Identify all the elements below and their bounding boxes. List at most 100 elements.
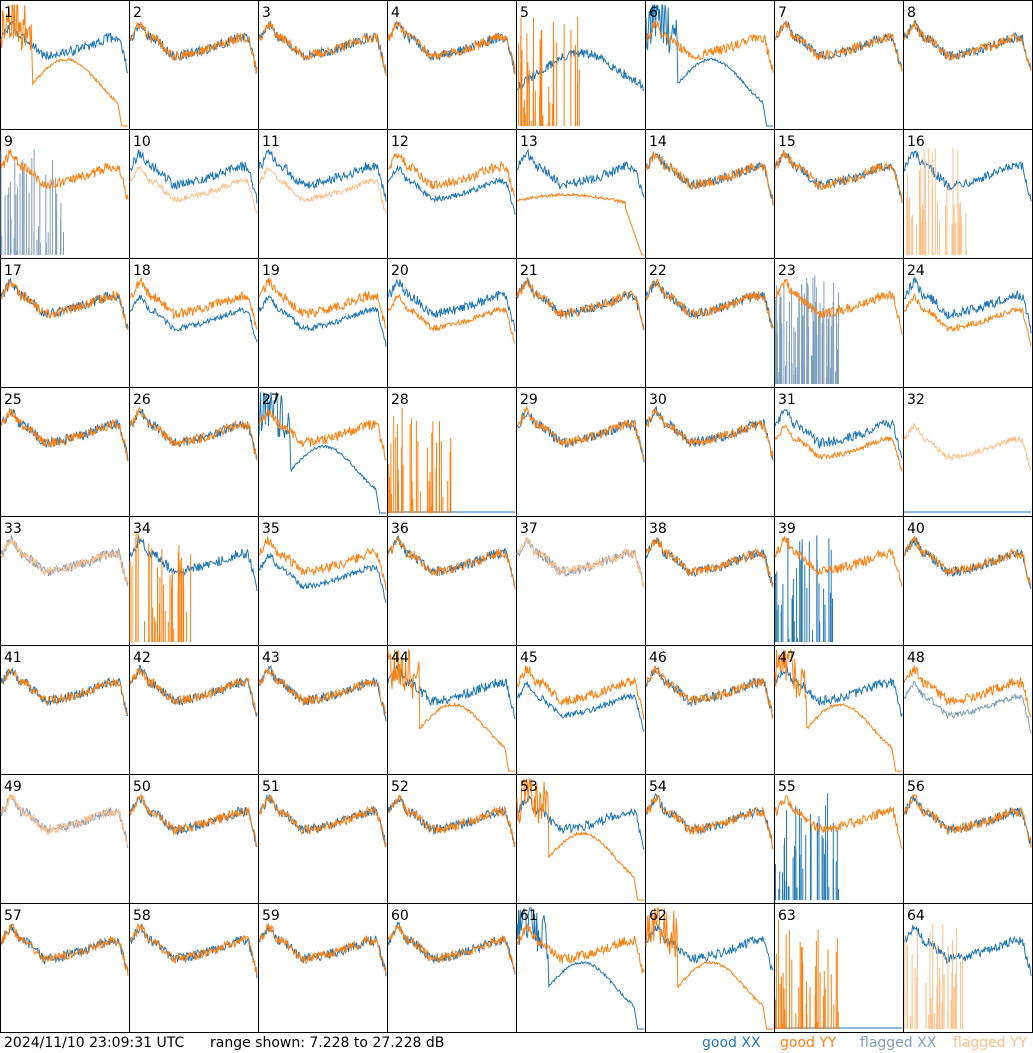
panel-29: 29: [516, 387, 646, 517]
panel-56: 56: [903, 774, 1033, 904]
panel-frame: [774, 516, 904, 646]
panel-25: 25: [0, 387, 130, 517]
series-yy-line: [387, 20, 516, 76]
panel-38: 38: [645, 516, 775, 646]
panel-label: 30: [649, 392, 667, 408]
panel-37: 37: [516, 516, 646, 646]
range-text: range shown: 7.228 to 27.228 dB: [210, 1035, 445, 1051]
panel-60: 60: [387, 903, 517, 1033]
panel-34: 34: [129, 516, 259, 646]
panel-label: 34: [133, 521, 151, 537]
panel-label: 51: [262, 779, 280, 795]
panel-19: 19: [258, 258, 388, 388]
panel-21: 21: [516, 258, 646, 388]
panel-frame: [645, 645, 775, 775]
series-xx-line: [129, 149, 258, 204]
panel-26: 26: [129, 387, 259, 517]
panel-8: 8: [903, 0, 1033, 130]
panel-frame: [903, 387, 1033, 517]
series-yy-line: [129, 407, 258, 461]
series-yy-line: [0, 4, 128, 127]
panel-36: 36: [387, 516, 517, 646]
series-yy-line: [774, 20, 903, 73]
panel-label: 24: [907, 263, 925, 279]
panel-label: 57: [4, 908, 22, 924]
panel-39: 39: [774, 516, 904, 646]
panel-label: 18: [133, 263, 151, 279]
series-yy-line: [0, 793, 129, 846]
series-yy-line: [387, 536, 516, 590]
panel-4: 4: [387, 0, 517, 130]
panel-label: 54: [649, 779, 667, 795]
series-yy-line: [387, 794, 516, 847]
panel-14: 14: [645, 129, 775, 259]
panel-10: 10: [129, 129, 259, 259]
series-yy-line: [645, 907, 773, 1030]
panel-frame: [387, 0, 517, 130]
series-xx-line: [645, 4, 773, 127]
panel-33: 33: [0, 516, 130, 646]
panel-24: 24: [903, 258, 1033, 388]
panel-label: 3: [262, 5, 271, 21]
panel-40: 40: [903, 516, 1033, 646]
panel-label: 37: [520, 521, 538, 537]
panel-frame: [129, 387, 259, 517]
panel-label: 63: [778, 908, 796, 924]
panel-frame: [258, 0, 388, 130]
panel-label: 59: [262, 908, 280, 924]
panel-49: 49: [0, 774, 130, 904]
series-yy-line: [0, 538, 129, 583]
panel-label: 23: [778, 263, 796, 279]
panel-frame: [645, 387, 775, 517]
panel-59: 59: [258, 903, 388, 1033]
panel-30: 30: [645, 387, 775, 517]
series-yy-line: [516, 922, 645, 974]
panel-label: 15: [778, 134, 796, 150]
panel-frame: [0, 645, 130, 775]
series-yy-line: [258, 166, 387, 214]
panel-frame: [129, 0, 259, 130]
series-yy-line: [774, 424, 903, 472]
panel-frame: [645, 258, 775, 388]
panel-label: 27: [262, 392, 280, 408]
series-yy-line: [129, 165, 258, 214]
panel-7: 7: [774, 0, 904, 130]
series-yy-line: [645, 19, 774, 74]
series-yy-line: [903, 19, 1032, 72]
panel-label: 28: [391, 392, 409, 408]
series-yy-line: [516, 536, 645, 589]
panel-label: 31: [778, 392, 796, 408]
series-xx-line: [387, 535, 516, 588]
series-xx-line: [516, 49, 645, 92]
panel-46: 46: [645, 645, 775, 775]
series-yy-line: [258, 408, 386, 460]
panel-label: 46: [649, 650, 667, 666]
series-yy-line: [903, 665, 1032, 718]
series-yy-line: [0, 407, 129, 462]
series-xx-line: [516, 681, 645, 732]
series-yy-line: [0, 279, 129, 331]
panel-label: 26: [133, 392, 151, 408]
series-yy-line: [645, 538, 774, 588]
legend-flagged-xx: flagged XX: [860, 1035, 937, 1051]
panel-label: 48: [907, 650, 925, 666]
series-yy-line: [0, 922, 129, 976]
panel-label: 61: [520, 908, 538, 924]
series-xx-line: [129, 924, 258, 979]
panel-frame: [516, 645, 646, 775]
series-xx-line: [129, 294, 258, 343]
series-yy-line: [774, 536, 903, 587]
panel-frame: [129, 645, 259, 775]
series-xx-line: [903, 680, 1032, 734]
panel-frame: [903, 0, 1033, 130]
series-yy-line: [645, 408, 774, 457]
panel-label: 14: [649, 134, 667, 150]
series-yy-line: [645, 152, 774, 205]
panel-48: 48: [903, 645, 1033, 775]
panel-61: 61: [516, 903, 646, 1033]
panel-frame: [258, 258, 388, 388]
panel-frame: [0, 774, 130, 904]
panel-frame: [258, 903, 388, 1033]
panel-frame: [774, 129, 904, 259]
panel-13: 13: [516, 129, 646, 259]
